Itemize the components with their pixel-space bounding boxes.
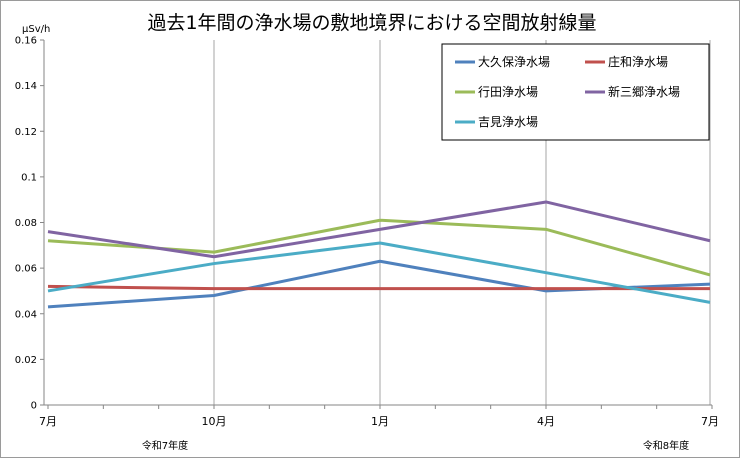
legend-box — [441, 43, 710, 141]
y-tick-label: 0.14 — [15, 81, 37, 92]
year-label: 令和8年度 — [643, 439, 689, 452]
legend-label: 庄和浄水場 — [608, 54, 668, 69]
x-tick-label: 10月 — [202, 415, 227, 428]
x-tick-label: 7月 — [39, 415, 57, 428]
legend-label: 行田浄水場 — [478, 85, 538, 99]
y-tick-label: 0.02 — [15, 355, 37, 366]
legend-label: 吉見浄水場 — [478, 115, 538, 129]
series-line — [47, 200, 711, 259]
y-tick-label: 0.04 — [15, 309, 37, 320]
x-tick-label: 1月 — [371, 415, 389, 428]
y-axis-unit-label: μSv/h — [22, 24, 50, 35]
y-axis-ticks: 0 0.02 0.04 0.06 0.08 0.1 0.12 0.14 0.16 — [15, 36, 44, 412]
legend-label: 大久保浄水場 — [478, 55, 550, 69]
y-tick-label: 0.06 — [15, 264, 37, 275]
series-lines — [47, 200, 711, 309]
series-line — [47, 284, 710, 291]
y-tick-label: 0.08 — [15, 218, 37, 229]
y-tick-label: 0 — [31, 401, 37, 412]
legend-label: 新三郷浄水場 — [608, 84, 680, 99]
y-tick-label: 0.1 — [21, 172, 37, 183]
series-line — [47, 241, 711, 304]
x-tick-label: 4月 — [537, 415, 555, 428]
chart-title: 過去1年間の浄水場の敷地境界における空間放射線量 — [147, 12, 596, 34]
x-tick-label: 7月 — [701, 415, 719, 428]
year-label: 令和7年度 — [142, 439, 188, 452]
y-tick-label: 0.16 — [15, 36, 37, 47]
y-tick-label: 0.12 — [15, 127, 37, 138]
